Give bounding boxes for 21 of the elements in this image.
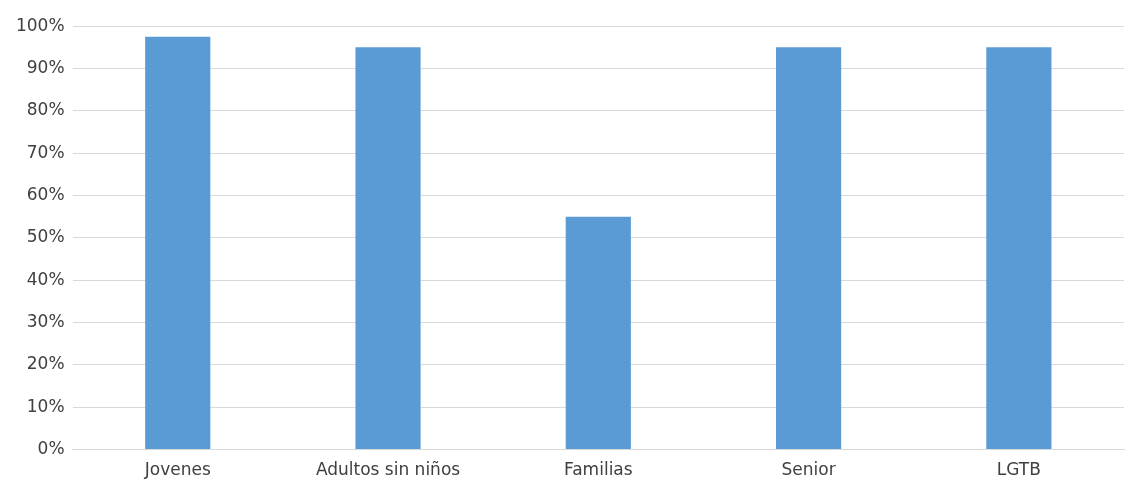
bar <box>565 216 631 450</box>
y-tick-label: 50% <box>26 226 65 247</box>
x-tick-label: Familias <box>563 459 633 480</box>
y-tick-label: 0% <box>37 438 65 459</box>
y-tick-label: 80% <box>26 99 65 120</box>
y-tick-label: 100% <box>15 14 65 35</box>
y-tick-label: 10% <box>26 395 65 416</box>
y-tick-label: 60% <box>26 183 65 204</box>
y-tick-label: 30% <box>26 311 65 331</box>
bar <box>986 47 1052 450</box>
bar <box>775 47 842 450</box>
x-tick-label: LGTB <box>996 459 1041 480</box>
y-tick-label: 90% <box>26 56 65 77</box>
bar <box>145 36 211 450</box>
y-tick-label: 40% <box>26 268 65 289</box>
x-tick-label: Jovenes <box>143 459 211 480</box>
bar <box>355 47 421 450</box>
y-tick-label: 20% <box>26 353 65 374</box>
x-tick-label: Senior <box>781 459 836 480</box>
x-tick-label: Adultos sin niños <box>315 459 461 480</box>
y-tick-label: 70% <box>26 141 65 162</box>
